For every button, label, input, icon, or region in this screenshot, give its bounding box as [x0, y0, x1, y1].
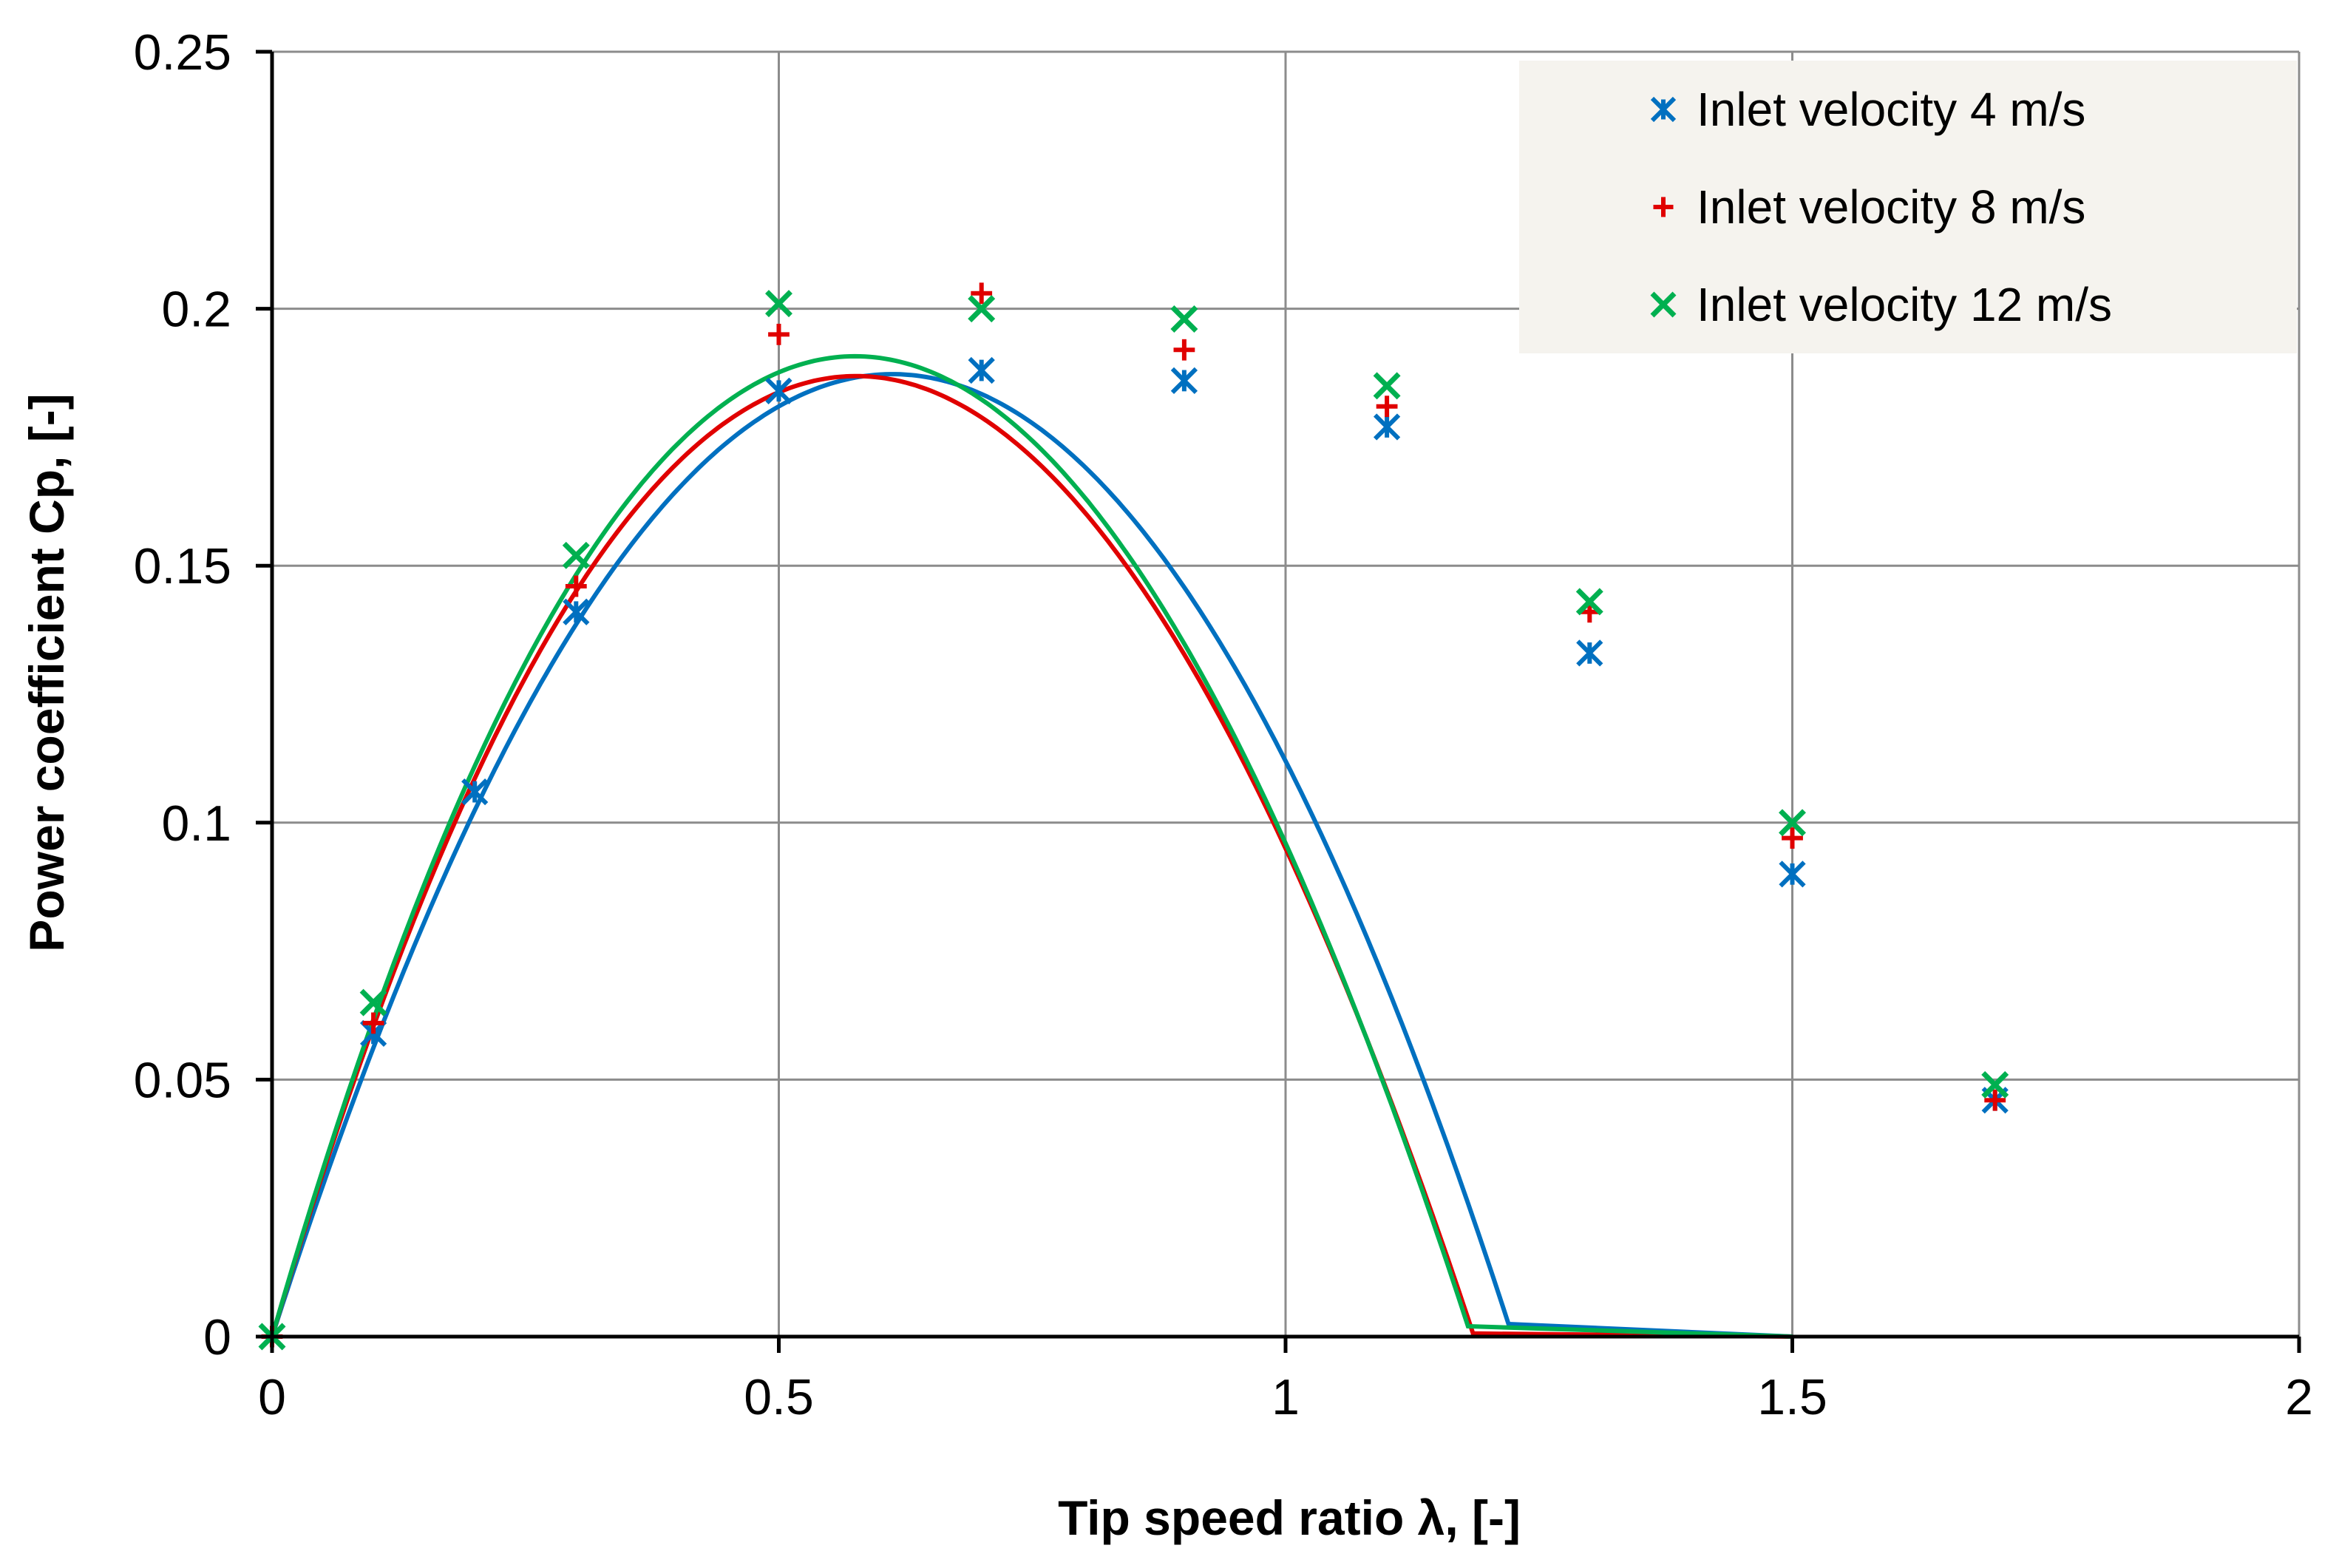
trendline [270, 353, 1793, 1339]
data-markers [258, 282, 2009, 1351]
data-point [1170, 367, 1198, 395]
data-point [1173, 339, 1195, 361]
y-tick-label: 0.2 [161, 282, 231, 338]
trendline [270, 372, 1793, 1339]
data-point [1373, 413, 1401, 441]
x-tick-label: 2 [2285, 1369, 2313, 1425]
data-point [968, 295, 996, 323]
marker-stroke [562, 541, 590, 569]
data-point [563, 598, 590, 625]
data-point [1170, 305, 1198, 333]
trendline [270, 373, 1793, 1339]
data-point [565, 575, 587, 597]
legend-entry: Inlet velocity 12 m/s [1650, 278, 2112, 331]
legend-box [1519, 61, 2297, 353]
legend-label: Inlet velocity 12 m/s [1697, 278, 2112, 331]
legend-entry: Inlet velocity 8 m/s [1653, 180, 2085, 234]
y-axis-title: Power coefficient Cp, [-] [19, 393, 74, 951]
data-point [1575, 588, 1603, 616]
legend-marker [1650, 291, 1677, 318]
data-point [971, 282, 993, 305]
data-point [1373, 372, 1401, 400]
y-tick-label: 0 [203, 1309, 231, 1365]
data-point [1779, 861, 1806, 888]
data-point [1576, 639, 1603, 667]
marker-stroke [1650, 291, 1677, 318]
legend-entry: Inlet velocity 4 m/s [1650, 83, 2085, 136]
x-tick-label: 0.5 [744, 1369, 814, 1425]
marker-stroke [359, 988, 387, 1017]
x-tick-label: 0 [258, 1369, 286, 1425]
data-point [362, 1012, 384, 1034]
axes [256, 50, 2301, 1353]
marker-stroke [1373, 372, 1401, 400]
legend: Inlet velocity 4 m/s Inlet velocity 8 m/s… [1519, 61, 2297, 353]
data-point [1981, 1070, 2009, 1099]
legend-marker [1653, 197, 1674, 217]
data-point [1779, 809, 1806, 837]
x-tick-label: 1.5 [1757, 1369, 1827, 1425]
data-point [359, 988, 387, 1017]
marker-stroke [1170, 305, 1198, 333]
data-point [765, 290, 792, 318]
data-point [1782, 827, 1803, 849]
y-tick-label: 0.1 [161, 795, 231, 852]
y-tick-label: 0.15 [134, 538, 231, 594]
marker-stroke [765, 290, 792, 318]
x-axis-title: Tip speed ratio λ, [-] [1058, 1490, 1521, 1545]
legend-label: Inlet velocity 4 m/s [1697, 83, 2085, 136]
data-point [562, 541, 590, 569]
data-point [461, 778, 489, 806]
marker-stroke [1779, 809, 1806, 837]
data-point [968, 356, 995, 384]
legend-label: Inlet velocity 8 m/s [1697, 180, 2085, 234]
marker-stroke [1981, 1070, 2009, 1099]
legend-marker [1650, 96, 1677, 123]
data-point [1984, 1089, 2006, 1111]
data-point [768, 323, 790, 345]
data-point [1376, 396, 1398, 418]
y-tick-label: 0.05 [134, 1052, 231, 1108]
marker-stroke [1575, 588, 1603, 616]
marker-stroke [968, 295, 996, 323]
data-point [765, 377, 792, 404]
tick-labels: 0 0.05 0.1 0.15 0.2 0.25 0 0.5 1 1.5 2 [134, 24, 2313, 1425]
x-tick-label: 1 [1272, 1369, 1300, 1425]
y-tick-label: 0.25 [134, 24, 231, 81]
trendlines [270, 353, 1793, 1339]
